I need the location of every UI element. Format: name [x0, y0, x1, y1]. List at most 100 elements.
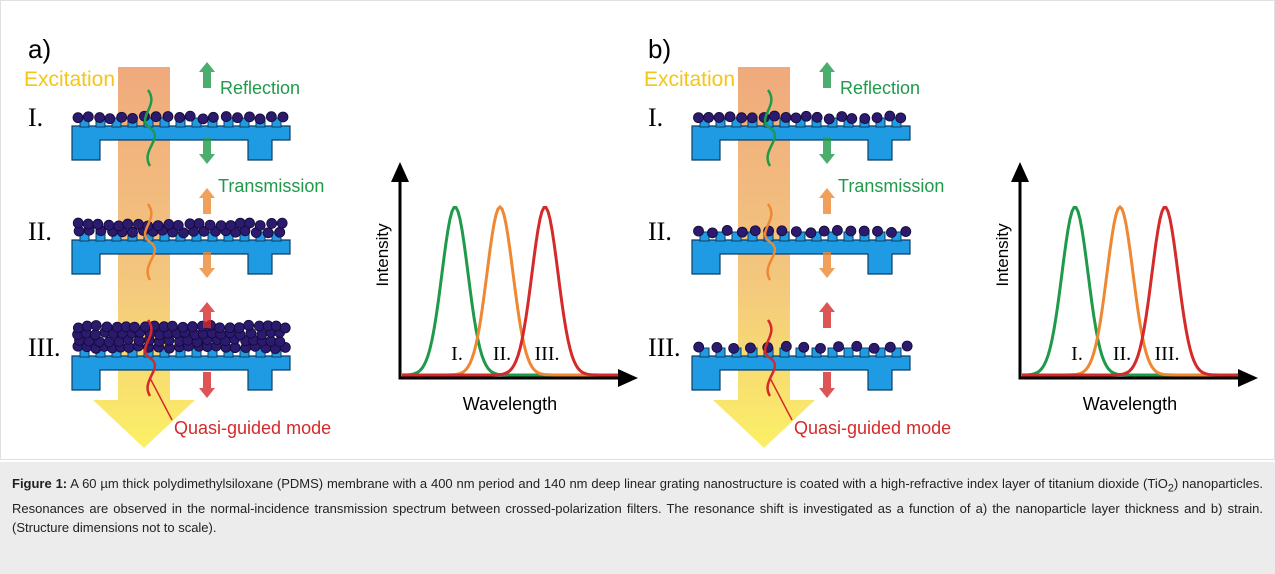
nanoparticle — [235, 218, 245, 228]
excitation-label: Excitation — [24, 68, 115, 91]
row-label: II. — [648, 217, 672, 246]
nanoparticle — [266, 112, 276, 122]
reflection-label: Reflection — [840, 78, 920, 98]
nanoparticle — [275, 337, 285, 347]
nanoparticle — [729, 343, 739, 353]
nanoparticle — [104, 220, 114, 230]
nanoparticle — [869, 343, 879, 353]
y-axis-label: Intensity — [373, 223, 392, 287]
nanoparticle — [837, 112, 847, 122]
nanoparticle — [872, 226, 882, 236]
nanoparticle — [232, 113, 242, 123]
peak-label: III. — [1155, 343, 1180, 365]
nanoparticle — [791, 227, 801, 237]
nanoparticle — [271, 321, 281, 331]
nanoparticle — [130, 322, 140, 332]
nanoparticle — [255, 114, 265, 124]
mode-label: Quasi-guided mode — [174, 418, 331, 438]
nanoparticle — [704, 112, 714, 122]
nanoparticle — [164, 219, 174, 229]
nanoparticle — [221, 112, 231, 122]
row-label: III. — [28, 333, 60, 362]
nanoparticle — [819, 226, 829, 236]
mode-label: Quasi-guided mode — [794, 418, 951, 438]
x-axis-label: Wavelength — [1083, 394, 1177, 414]
nanoparticle — [123, 219, 133, 229]
nanoparticle — [832, 225, 842, 235]
nanoparticle — [216, 221, 226, 231]
nanoparticle — [73, 323, 83, 333]
nanoparticle — [791, 113, 801, 123]
peak-label: I. — [1071, 343, 1083, 365]
nanoparticle — [245, 218, 255, 228]
nanoparticle — [93, 219, 103, 229]
nanoparticle — [266, 336, 276, 346]
nanoparticle — [812, 112, 822, 122]
nanoparticle — [745, 343, 755, 353]
nanoparticle — [824, 114, 834, 124]
nanoparticle — [244, 320, 254, 330]
nanoparticle — [215, 323, 225, 333]
nanoparticle — [194, 218, 204, 228]
nanoparticle — [187, 322, 197, 332]
nanoparticle — [245, 112, 255, 122]
nanoparticle — [712, 342, 722, 352]
nanoparticle — [83, 219, 93, 229]
nanoparticle — [102, 322, 112, 332]
nanoparticle — [175, 112, 185, 122]
nanoparticle — [267, 218, 277, 228]
nanoparticle — [859, 226, 869, 236]
nanoparticle — [694, 342, 704, 352]
row-label: I. — [648, 103, 663, 132]
nanoparticle — [707, 228, 717, 238]
row-label: I. — [28, 103, 43, 132]
nanoparticle — [167, 321, 177, 331]
transmission-label: Transmission — [838, 176, 944, 196]
nanoparticle — [693, 113, 703, 123]
nanoparticle — [694, 226, 704, 236]
nanoparticle — [278, 112, 288, 122]
nanoparticle — [885, 111, 895, 121]
nanoparticle — [747, 113, 757, 123]
peak-label: II. — [493, 343, 511, 365]
y-axis-label: Intensity — [993, 223, 1012, 287]
reflection-label: Reflection — [220, 78, 300, 98]
nanoparticle — [73, 218, 83, 228]
nanoparticle — [750, 226, 760, 236]
nanoparticle — [769, 111, 779, 121]
nanoparticle — [90, 330, 100, 340]
row-label: II. — [28, 217, 52, 246]
nanoparticle — [860, 114, 870, 124]
nanoparticle — [872, 113, 882, 123]
nanoparticle — [886, 227, 896, 237]
nanoparticle — [91, 320, 101, 330]
nanoparticle — [902, 341, 912, 351]
nanoparticle — [105, 114, 115, 124]
panel-label: a) — [28, 34, 51, 64]
nanoparticle — [178, 322, 188, 332]
nanoparticle — [153, 221, 163, 231]
nanoparticle — [234, 323, 244, 333]
nanoparticle — [277, 218, 287, 228]
nanoparticle — [185, 111, 195, 121]
nanoparticle — [173, 220, 183, 230]
x-axis-label: Wavelength — [463, 394, 557, 414]
nanoparticle — [834, 342, 844, 352]
nanoparticle — [847, 114, 857, 124]
nanoparticle — [117, 112, 127, 122]
nanoparticle — [280, 323, 290, 333]
caption-body: A 60 µm thick polydimethylsiloxane (PDMS… — [67, 476, 1168, 491]
nanoparticle — [885, 342, 895, 352]
nanoparticle — [198, 114, 208, 124]
nanoparticle — [801, 111, 811, 121]
nanoparticle — [127, 113, 137, 123]
nanoparticle — [896, 113, 906, 123]
nanoparticle — [255, 220, 265, 230]
nanoparticle — [208, 112, 218, 122]
peak-label: III. — [535, 343, 560, 365]
nanoparticle — [722, 225, 732, 235]
peak-label: II. — [1113, 343, 1131, 365]
nanoparticle — [846, 226, 856, 236]
caption: Figure 1: A 60 µm thick polydimethylsilo… — [0, 462, 1275, 574]
nanoparticle — [806, 228, 816, 238]
